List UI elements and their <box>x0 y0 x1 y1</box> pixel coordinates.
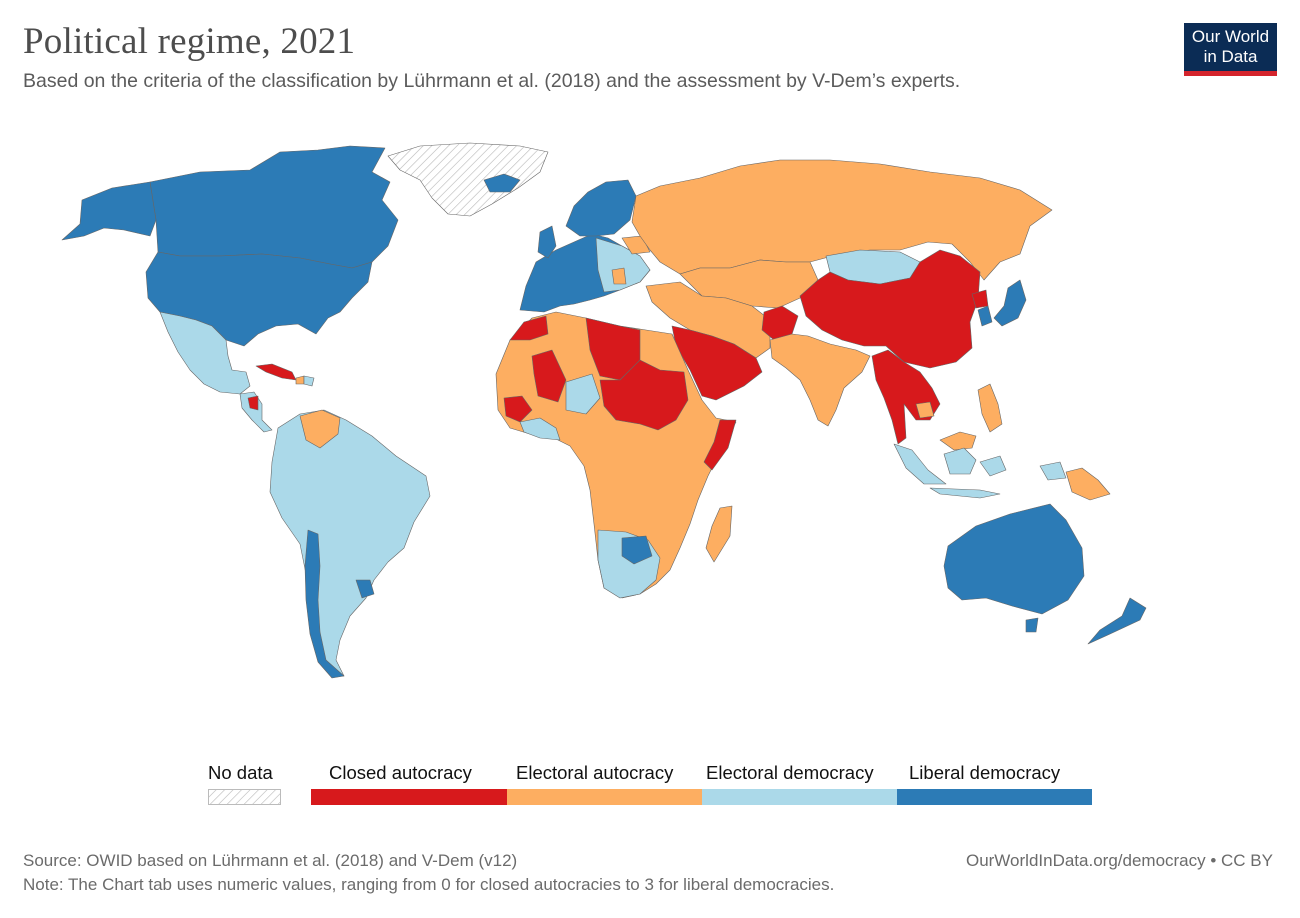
region-nigeria[interactable] <box>565 373 601 415</box>
legend-no-data-swatch <box>208 789 281 805</box>
region-madagascar[interactable] <box>705 505 733 563</box>
region-guinea-region[interactable] <box>503 395 533 423</box>
region-south-america[interactable] <box>269 409 431 677</box>
region-chile[interactable] <box>304 529 345 679</box>
region-mali[interactable] <box>531 349 567 403</box>
region-arabia[interactable] <box>671 325 763 401</box>
region-somalia[interactable] <box>703 419 737 471</box>
region-alaska[interactable] <box>61 181 157 241</box>
region-mexico[interactable] <box>159 311 251 395</box>
region-botswana[interactable] <box>621 535 653 565</box>
region-uk[interactable] <box>537 225 557 259</box>
legend-no-data-label: No data <box>208 762 273 783</box>
region-dominican[interactable] <box>303 375 315 387</box>
logo-line-2: in Data <box>1203 47 1258 66</box>
region-iceland[interactable] <box>483 173 521 193</box>
legend-swatch-electoral-autocracy[interactable] <box>507 789 702 805</box>
legend-swatch-liberal-democracy[interactable] <box>897 789 1092 805</box>
region-turkey-iran[interactable] <box>645 281 771 359</box>
region-west-africa-coast[interactable] <box>519 417 561 441</box>
chart-title: Political regime, 2021 <box>23 21 356 62</box>
region-japan[interactable] <box>993 279 1027 327</box>
region-uruguay[interactable] <box>355 579 375 599</box>
region-scandinavia[interactable] <box>565 179 637 237</box>
legend-swatch-closed-autocracy[interactable] <box>311 789 507 805</box>
legend-label-electoral-democracy: Electoral democracy <box>706 762 874 783</box>
region-east-europe[interactable] <box>595 237 651 293</box>
region-australia[interactable] <box>943 503 1085 615</box>
source-text: Source: OWID based on Lührmann et al. (2… <box>23 851 518 870</box>
region-new-zealand[interactable] <box>1087 597 1147 645</box>
region-south-korea[interactable] <box>977 305 993 327</box>
region-png[interactable] <box>1065 467 1111 501</box>
region-cuba[interactable] <box>255 363 297 381</box>
region-indonesia[interactable] <box>893 443 1067 499</box>
region-india[interactable] <box>769 333 871 427</box>
legend-label-electoral-autocracy: Electoral autocracy <box>516 762 674 783</box>
region-greenland[interactable] <box>387 142 549 217</box>
region-morocco[interactable] <box>509 315 549 341</box>
region-haiti[interactable] <box>295 375 305 385</box>
region-serbia[interactable] <box>611 267 627 285</box>
region-cambodia[interactable] <box>915 401 935 419</box>
region-indochina[interactable] <box>871 349 941 445</box>
legend-swatch-electoral-democracy[interactable] <box>702 789 897 805</box>
region-tasmania[interactable] <box>1025 617 1039 633</box>
region-malaysia[interactable] <box>939 431 977 451</box>
region-venezuela[interactable] <box>299 409 341 449</box>
region-philippines[interactable] <box>977 383 1003 433</box>
region-china[interactable] <box>799 249 981 369</box>
region-north-korea[interactable] <box>971 289 989 309</box>
logo-line-1: Our World <box>1191 27 1270 46</box>
region-sudan-chad[interactable] <box>599 359 689 431</box>
legend-label-liberal-democracy: Liberal democracy <box>909 762 1061 783</box>
note-text: Note: The Chart tab uses numeric values,… <box>23 875 835 894</box>
chart-subtitle: Based on the criteria of the classificat… <box>23 70 961 92</box>
region-canada[interactable] <box>149 145 399 269</box>
owid-logo[interactable]: Our World in Data <box>1184 23 1277 76</box>
legend-label-closed-autocracy: Closed autocracy <box>329 762 472 783</box>
source-link[interactable]: OurWorldInData.org/democracy • CC BY <box>965 851 1273 870</box>
region-nicaragua[interactable] <box>247 395 259 411</box>
